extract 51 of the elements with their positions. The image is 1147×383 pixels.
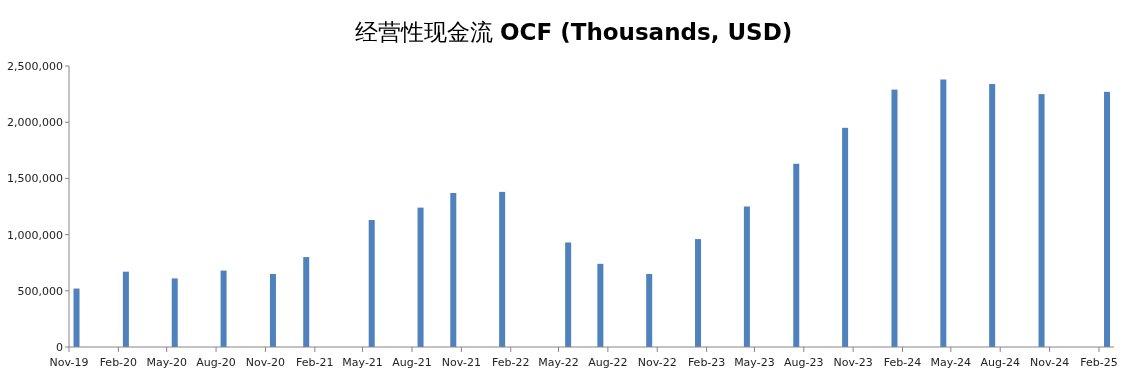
x-tick-label: May-22 [538, 356, 579, 369]
bar [450, 193, 457, 347]
x-tick-label: Aug-22 [588, 356, 628, 369]
x-tick-label: Feb-23 [687, 356, 726, 369]
x-tick-label: Feb-20 [99, 356, 138, 369]
bar [940, 79, 947, 347]
y-tick-label: 2,500,000 [7, 60, 63, 73]
bar [695, 239, 702, 347]
bar [171, 278, 178, 347]
x-tick-label: Nov-21 [441, 356, 481, 369]
x-tick-label: Feb-25 [1080, 356, 1118, 369]
bar [793, 163, 800, 347]
x-tick-label: Feb-24 [883, 356, 922, 369]
x-tick-label: May-23 [734, 356, 775, 369]
x-tick-label: Nov-22 [637, 356, 677, 369]
y-tick-label: 0 [56, 341, 63, 354]
x-tick-label: Aug-21 [392, 356, 432, 369]
x-tick-label: May-21 [342, 356, 383, 369]
bar [597, 263, 604, 347]
x-tick-label: Aug-24 [980, 356, 1020, 369]
x-tick-label: Feb-22 [492, 356, 530, 369]
bar [743, 206, 750, 347]
bar [989, 83, 996, 347]
x-tick-label: Nov-24 [1030, 356, 1070, 369]
bar [220, 270, 227, 347]
bar [565, 242, 572, 347]
bar [499, 191, 506, 347]
x-tick-label: Nov-19 [49, 356, 89, 369]
bar [1038, 94, 1045, 347]
bar [646, 273, 653, 347]
bar [1104, 91, 1111, 347]
y-tick-label: 1,000,000 [7, 228, 63, 242]
x-tick-label: Nov-20 [245, 356, 286, 369]
y-tick-label: 1,500,000 [7, 172, 63, 186]
x-tick-label: Feb-21 [296, 356, 334, 369]
x-tick-label: Nov-23 [833, 356, 873, 369]
bar [842, 127, 849, 347]
x-tick-label: May-24 [930, 356, 972, 369]
bar [891, 89, 898, 347]
y-tick-label: 2,000,000 [7, 116, 63, 130]
x-tick-label: May-20 [146, 356, 187, 369]
chart-title: 经营性现金流 OCF (Thousands, USD) [354, 19, 793, 45]
bar [417, 207, 424, 347]
bar [73, 288, 80, 347]
bar [122, 271, 129, 347]
x-tick-label: Aug-23 [784, 356, 824, 369]
bar [269, 273, 276, 347]
x-tick-label: Aug-20 [196, 356, 236, 369]
y-tick-label: 500,000 [17, 284, 63, 298]
bar [368, 219, 375, 347]
bar [303, 257, 310, 347]
